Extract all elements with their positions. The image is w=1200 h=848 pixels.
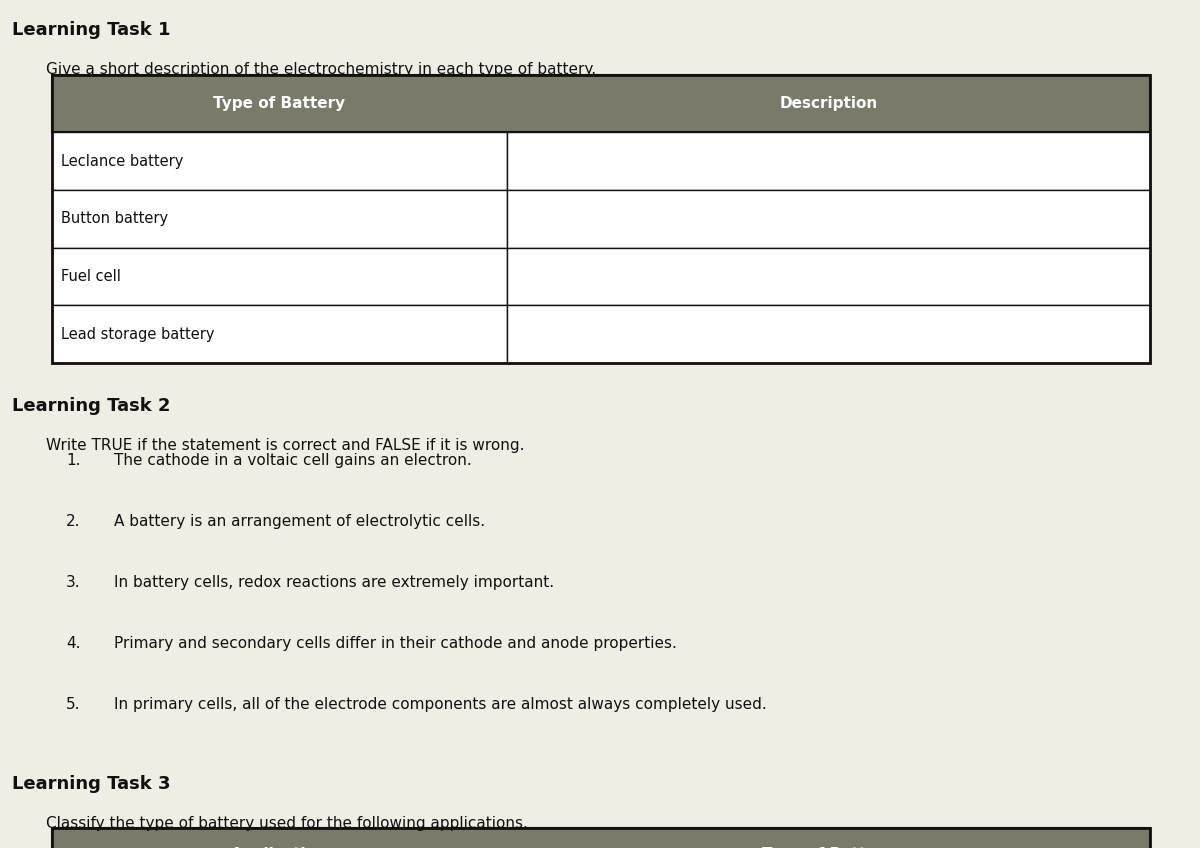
Bar [52,305,508,363]
Bar [52,75,1150,363]
Text: Learning Task 1: Learning Task 1 [12,21,170,39]
Bar [52,132,508,190]
Text: Leclance battery: Leclance battery [61,153,184,169]
Text: Classify the type of battery used for the following applications.: Classify the type of battery used for th… [46,816,528,831]
Text: Description: Description [779,96,877,111]
Text: 3.: 3. [66,575,80,590]
Bar [52,828,1150,848]
Bar [52,828,1150,848]
Text: Fuel cell: Fuel cell [61,269,121,284]
Bar [52,248,508,305]
Bar [508,190,1150,248]
Text: Learning Task 3: Learning Task 3 [12,775,170,793]
Text: Primary and secondary cells differ in their cathode and anode properties.: Primary and secondary cells differ in th… [114,636,677,651]
Bar [508,305,1150,363]
Text: A battery is an arrangement of electrolytic cells.: A battery is an arrangement of electroly… [114,514,485,529]
Text: 4.: 4. [66,636,80,651]
Text: Lead storage battery: Lead storage battery [61,326,215,342]
Text: Button battery: Button battery [61,211,168,226]
Text: Write TRUE if the statement is correct and FALSE if it is wrong.: Write TRUE if the statement is correct a… [46,438,524,453]
Text: Type of Battery: Type of Battery [214,96,346,111]
Text: In primary cells, all of the electrode components are almost always completely u: In primary cells, all of the electrode c… [114,697,767,712]
Text: 2.: 2. [66,514,80,529]
Text: 5.: 5. [66,697,80,712]
Bar [508,248,1150,305]
Text: Learning Task 2: Learning Task 2 [12,397,170,415]
Bar [52,75,1150,132]
Bar [508,132,1150,190]
Text: The cathode in a voltaic cell gains an electron.: The cathode in a voltaic cell gains an e… [114,453,472,468]
Text: Give a short description of the electrochemistry in each type of battery.: Give a short description of the electroc… [46,62,595,77]
Bar [52,190,508,248]
Text: In battery cells, redox reactions are extremely important.: In battery cells, redox reactions are ex… [114,575,554,590]
Text: 1.: 1. [66,453,80,468]
